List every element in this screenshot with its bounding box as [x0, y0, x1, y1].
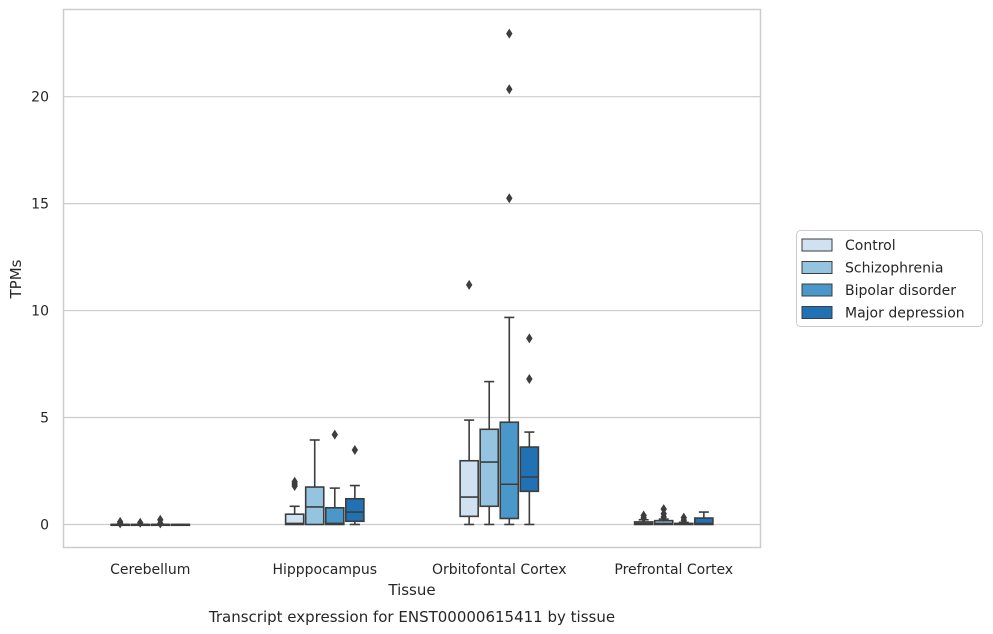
outlier-point — [157, 514, 164, 525]
box-2-2 — [499, 28, 520, 526]
box-body — [519, 446, 540, 493]
box-0-3 — [170, 523, 191, 527]
outlier-point — [351, 445, 359, 456]
box-0-1 — [130, 517, 151, 528]
box-2-1 — [479, 380, 500, 526]
x-tick-labels: Cerebellum Hipppocampus Orbitofontal Corte… — [110, 562, 733, 578]
x-tick-label: Cerebellum — [110, 562, 190, 578]
y-tick-label: 15 — [31, 197, 49, 213]
outlier-point — [526, 374, 533, 385]
box-3-2 — [673, 512, 694, 526]
box-body — [284, 513, 305, 526]
legend-swatch — [801, 238, 833, 252]
x-tick-label: Hipppocampus — [272, 562, 377, 578]
legend-swatch — [801, 283, 833, 297]
y-tick-label: 0 — [40, 517, 49, 533]
x-tick-label: Prefrontal Cortex — [614, 562, 733, 578]
legend-items: Control Schizophrenia Bipolar disorder Majo… — [801, 238, 965, 322]
outlier-point — [660, 504, 667, 515]
box-body — [499, 421, 520, 520]
box-1-3 — [345, 445, 365, 526]
legend-label: Control — [845, 238, 896, 254]
outlier-point — [506, 28, 513, 39]
y-tick-labels: 0 5 10 15 20 — [31, 90, 49, 534]
box-1-0 — [284, 476, 305, 526]
box-1-1 — [304, 439, 325, 526]
legend-label: Major depression — [845, 306, 965, 322]
outlier-point — [116, 516, 124, 527]
box-marks — [110, 28, 714, 529]
box-0-2 — [150, 514, 171, 529]
legend: Control Schizophrenia Bipolar disorder Majo… — [796, 230, 983, 327]
plot-frame — [62, 8, 762, 549]
chart-caption: Transcript expression for ENST0000061541… — [208, 608, 615, 626]
legend-swatch — [801, 306, 833, 319]
box-2-3 — [519, 333, 540, 526]
box-body — [345, 498, 365, 523]
box-body — [324, 506, 345, 526]
legend-swatch — [801, 261, 833, 274]
outlier-point — [331, 429, 338, 440]
y-tick-label: 20 — [31, 90, 49, 106]
x-tick-label: Orbitofontal Cortex — [432, 562, 567, 578]
box-3-0 — [633, 510, 654, 526]
y-tick-label: 5 — [40, 411, 49, 427]
y-axis-label: TPMs — [7, 259, 25, 299]
outlier-point — [640, 510, 647, 521]
y-tick-label: 10 — [31, 304, 49, 320]
x-axis-label: Tissue — [387, 581, 435, 599]
box-body — [479, 428, 500, 508]
outlier-point — [506, 193, 513, 204]
outlier-point — [291, 476, 298, 487]
box-3-3 — [694, 511, 714, 526]
legend-frame — [796, 230, 983, 327]
grid-lines — [63, 96, 761, 526]
legend-label: Schizophrenia — [845, 261, 943, 277]
outlier-point — [465, 279, 473, 290]
legend-label: Bipolar disorder — [845, 283, 956, 299]
outlier-point — [680, 512, 687, 523]
box-body — [694, 517, 714, 526]
box-1-2 — [324, 429, 345, 526]
outlier-point — [526, 333, 533, 344]
outlier-point — [137, 517, 144, 528]
box-2-0 — [459, 279, 479, 526]
box-0-0 — [110, 516, 130, 529]
box-body — [304, 486, 325, 526]
box-body — [459, 459, 479, 518]
box-3-1 — [653, 504, 674, 526]
outlier-point — [506, 84, 513, 95]
